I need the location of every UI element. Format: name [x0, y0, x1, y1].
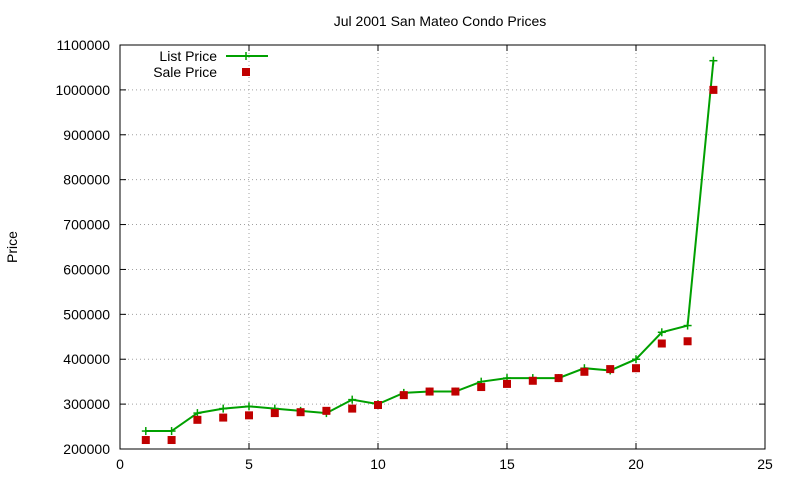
- data-point: [167, 436, 176, 445]
- data-point: [632, 355, 640, 364]
- series-list-price: [141, 56, 718, 436]
- chart-title: Jul 2001 San Mateo Condo Prices: [334, 13, 546, 29]
- data-point: [657, 339, 666, 348]
- data-point: [193, 415, 202, 424]
- data-point: [348, 395, 357, 404]
- x-tick-label: 0: [116, 456, 124, 472]
- data-point: [632, 364, 640, 373]
- data-point: [296, 408, 305, 417]
- data-point: [503, 379, 511, 388]
- data-point: [528, 376, 537, 385]
- y-tick-label: 900000: [63, 127, 110, 143]
- series-layer: [141, 56, 718, 445]
- y-axis-label: Price: [4, 231, 20, 263]
- data-point: [399, 391, 408, 400]
- data-point: [425, 387, 434, 396]
- data-point: [580, 367, 589, 376]
- data-point: [270, 409, 279, 418]
- data-point: [348, 404, 357, 413]
- y-tick-label: 400000: [63, 351, 110, 367]
- y-tick-label: 1000000: [55, 82, 110, 98]
- y-tick-label: 700000: [63, 217, 110, 233]
- data-point: [219, 413, 228, 422]
- axes: 0 5 10 15 20 25 200000 300000 400000 500000 600000…: [55, 37, 773, 472]
- data-point: [219, 404, 228, 413]
- data-point: [657, 328, 666, 337]
- data-point: [141, 436, 150, 445]
- y-tick-label: 500000: [63, 306, 110, 322]
- y-tick-label: 200000: [63, 441, 110, 457]
- y-tick-label: 300000: [63, 396, 110, 412]
- data-point: [245, 402, 253, 411]
- data-point: [245, 411, 253, 420]
- series-line: [145, 60, 715, 433]
- x-tick-label: 20: [628, 456, 644, 472]
- legend-marker: [242, 52, 250, 60]
- data-point: [606, 365, 615, 374]
- y-tick-label: 800000: [63, 172, 110, 188]
- data-point: [141, 427, 150, 436]
- x-tick-label: 25: [757, 456, 773, 472]
- plot-frame: [119, 44, 766, 450]
- legend-label: Sale Price: [153, 64, 217, 80]
- data-point: [554, 374, 563, 383]
- data-point: [167, 427, 176, 436]
- data-point: [193, 409, 202, 418]
- data-point: [709, 56, 718, 65]
- legend-marker: [242, 68, 250, 76]
- data-point: [322, 406, 331, 415]
- data-point: [477, 383, 486, 392]
- x-tick-label: 5: [245, 456, 253, 472]
- legend-label: List Price: [159, 48, 217, 64]
- y-tick-label: 1100000: [57, 37, 111, 53]
- data-point: [683, 337, 692, 346]
- data-point: [709, 85, 718, 94]
- data-point: [451, 387, 460, 396]
- y-tick-label: 600000: [63, 261, 110, 277]
- series-sale-price: [141, 85, 718, 445]
- x-tick-label: 15: [499, 456, 515, 472]
- grid: [120, 45, 765, 449]
- x-tick-label: 10: [370, 456, 386, 472]
- data-point: [683, 321, 692, 330]
- data-point: [374, 401, 382, 410]
